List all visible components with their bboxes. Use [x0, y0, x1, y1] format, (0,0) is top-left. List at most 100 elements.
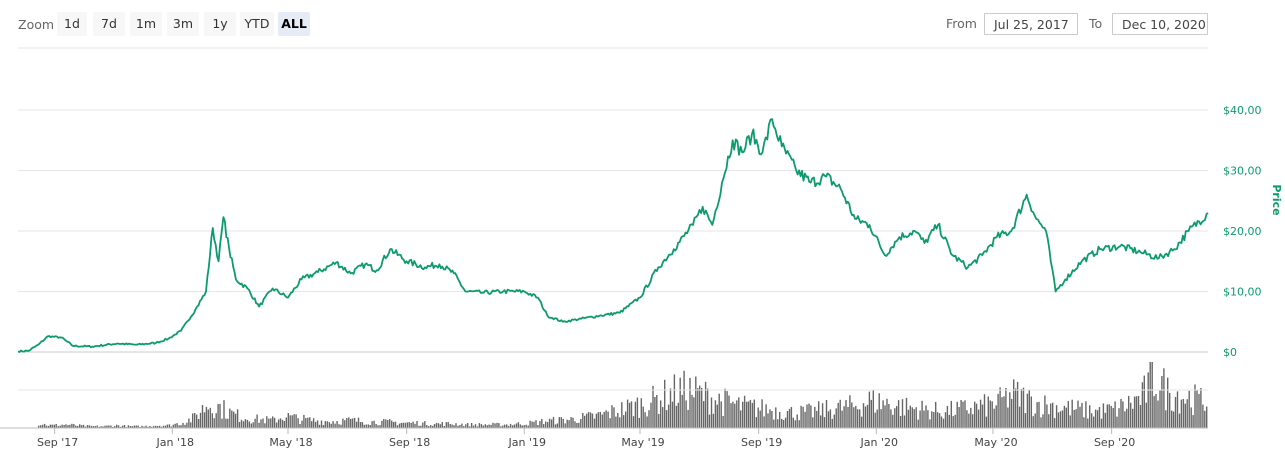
volume-bar	[738, 397, 740, 428]
volume-bar	[972, 414, 974, 428]
price-tick-label: $40,00	[1223, 104, 1262, 117]
volume-bar	[377, 425, 379, 428]
volume-bar	[252, 422, 254, 428]
volume-bar	[722, 416, 724, 428]
volume-bar	[794, 420, 796, 428]
volume-bar	[1132, 408, 1134, 428]
volume-bar	[215, 413, 217, 428]
volume-bar	[1112, 407, 1114, 428]
volume-bar	[240, 419, 243, 428]
volume-bar	[821, 403, 824, 428]
zoom-ytd-button[interactable]: YTD	[240, 12, 274, 36]
volume-bar	[950, 400, 952, 428]
volume-bar	[506, 424, 508, 428]
volume-bar	[295, 414, 297, 428]
volume-bar	[525, 424, 527, 428]
volume-bar	[254, 418, 256, 428]
volume-bar	[463, 426, 465, 428]
volume-bar	[804, 411, 806, 428]
date-tick-label: May '20	[974, 436, 1017, 449]
zoom-7d-button[interactable]: 7d	[93, 12, 125, 36]
volume-bar	[548, 418, 551, 428]
volume-bar	[256, 414, 258, 428]
volume-bar	[810, 405, 812, 428]
volume-bar	[784, 417, 787, 428]
volume-bar	[1040, 417, 1042, 428]
volume-bar	[960, 400, 962, 428]
volume-bar	[1038, 401, 1040, 428]
volume-bar	[927, 410, 929, 428]
volume-bar	[1120, 398, 1122, 428]
volume-bar	[219, 403, 221, 428]
volume-bar	[96, 425, 98, 428]
zoom-label: Zoom	[18, 17, 55, 32]
volume-bar	[523, 425, 525, 428]
volume-bar	[1161, 376, 1163, 428]
volume-bar	[486, 425, 488, 428]
volume-bar	[1057, 412, 1060, 428]
volume-bar	[404, 422, 406, 428]
volume-bar	[511, 425, 514, 428]
volume-bar	[468, 426, 471, 428]
volume-bar	[49, 424, 52, 428]
volume-bar	[307, 417, 309, 428]
volume-bar	[98, 426, 100, 428]
volume-bar	[262, 418, 264, 428]
to-date-input[interactable]: Dec 10, 2020	[1112, 13, 1208, 35]
volume-bar	[989, 400, 991, 428]
volume-bar	[1034, 413, 1036, 428]
volume-bar	[1114, 401, 1116, 428]
volume-bar	[273, 417, 276, 428]
zoom-all-button[interactable]: ALL	[278, 12, 310, 36]
volume-bar	[385, 419, 387, 428]
volume-bar	[669, 388, 672, 428]
volume-bar	[137, 425, 139, 428]
zoom-3m-button[interactable]: 3m	[167, 12, 199, 36]
volume-bar	[964, 400, 966, 428]
volume-bar	[47, 425, 50, 428]
volume-bar	[644, 412, 646, 428]
zoom-1y-button[interactable]: 1y	[204, 12, 236, 36]
volume-bar	[816, 410, 818, 428]
volume-bar	[597, 412, 599, 428]
volume-bar	[777, 419, 779, 428]
from-date-input[interactable]: Jul 25, 2017	[984, 13, 1078, 35]
volume-bar	[361, 422, 364, 428]
volume-bar	[1098, 407, 1101, 428]
volume-bar	[502, 425, 504, 428]
volume-bar	[1046, 404, 1048, 428]
volume-bar	[515, 423, 518, 428]
volume-bar	[225, 418, 227, 428]
volume-bar	[944, 412, 947, 428]
price-tick-label: $0	[1223, 346, 1237, 359]
volume-bar	[332, 421, 334, 428]
volume-bar	[878, 393, 880, 428]
zoom-1d-button[interactable]: 1d	[57, 12, 87, 36]
volume-bar	[465, 424, 467, 428]
volume-bar	[287, 413, 289, 428]
volume-bar	[141, 425, 143, 428]
volume-bar	[855, 405, 857, 428]
volume-bar	[566, 419, 568, 428]
volume-bar	[392, 422, 395, 428]
volume-bar	[695, 376, 697, 428]
volume-bar	[1182, 399, 1185, 428]
volume-bar	[496, 422, 498, 428]
volume-bar	[658, 413, 660, 428]
zoom-1m-button[interactable]: 1m	[130, 12, 162, 36]
volume-bar	[1171, 410, 1173, 428]
volume-bar	[648, 410, 650, 428]
volume-bar	[275, 422, 278, 428]
volume-bar	[636, 397, 639, 428]
volume-bar	[584, 415, 586, 428]
from-label: From	[946, 16, 977, 31]
volume-bar	[956, 401, 958, 428]
volume-bar	[578, 422, 580, 428]
price-series-line[interactable]	[17, 118, 1209, 353]
volume-bar	[160, 426, 163, 428]
volume-bar	[1100, 418, 1103, 428]
volume-bar	[353, 417, 356, 428]
volume-bar	[763, 416, 765, 428]
volume-bar	[1110, 405, 1112, 428]
volume-bar	[231, 410, 233, 428]
